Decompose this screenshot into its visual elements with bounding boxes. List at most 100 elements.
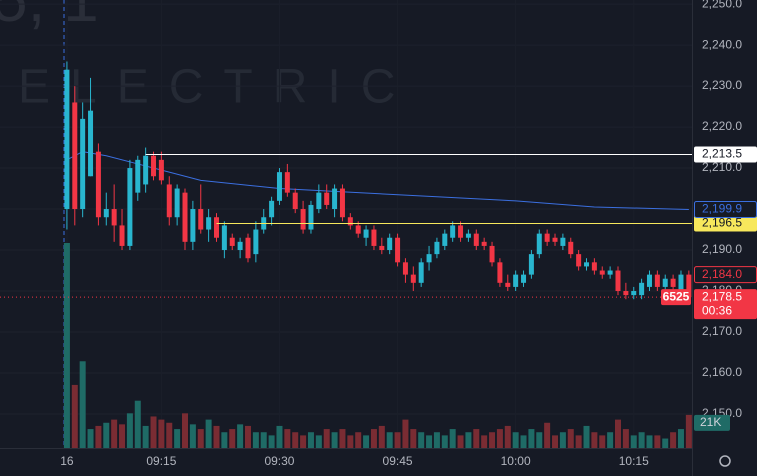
candle-body [95, 151, 101, 218]
trade-size-tag [661, 289, 691, 306]
volume-bar [638, 432, 645, 448]
volume-bar [363, 435, 370, 448]
volume-bar [63, 243, 70, 448]
candle-body [80, 118, 86, 210]
candle-body [607, 270, 613, 275]
volume-bar [292, 432, 299, 448]
volume-tag [694, 414, 730, 431]
candle-body [544, 233, 550, 242]
current-tag [694, 289, 757, 320]
volume-bar [331, 432, 338, 448]
volume-bar [599, 435, 606, 448]
volume-bar [95, 425, 102, 448]
candle-body [347, 217, 353, 226]
volume-bar [378, 425, 385, 448]
x-tick-label: 10:00 [501, 454, 531, 468]
level-tag [694, 215, 757, 232]
x-tick-label: 09:45 [383, 454, 413, 468]
volume-bar [355, 432, 362, 448]
candle-body [536, 233, 542, 255]
vwap-line [66, 151, 689, 210]
x-tick-label: 09:30 [264, 454, 294, 468]
volume-bar [119, 424, 126, 448]
candle-body [497, 262, 503, 283]
volume-bar [591, 432, 598, 448]
candle-body [521, 274, 527, 283]
candle-body [308, 204, 314, 230]
volume-bar [79, 361, 86, 448]
candle-body [528, 254, 534, 275]
volume-bar [654, 435, 661, 448]
candle-body [127, 168, 133, 246]
volume-bar [370, 429, 377, 448]
volume-bar [607, 432, 614, 448]
volume-bar [284, 429, 291, 448]
volume-bar [512, 432, 519, 448]
candle-body [269, 200, 275, 218]
volume-bar [457, 435, 464, 448]
candle-body [450, 225, 456, 238]
candle-body [103, 209, 109, 218]
candle-body [64, 69, 70, 210]
gear[interactable] [719, 455, 731, 467]
x-tick-label: 10:15 [619, 454, 649, 468]
candle-body [568, 241, 574, 255]
watermark-group: 5, 1 ELECTRIC [0, 0, 395, 114]
volume-bar [433, 432, 440, 448]
candle-body [591, 262, 597, 271]
candle-body [387, 237, 393, 251]
candle-body [686, 274, 692, 298]
current-label: 2,178.5 [702, 289, 742, 303]
candle-body [576, 254, 582, 267]
volume-bar [630, 435, 637, 448]
volume-bar [174, 429, 181, 448]
volume-bar [559, 432, 566, 448]
candle-body [481, 241, 487, 246]
candle-body [552, 237, 558, 242]
candle-body [182, 192, 188, 242]
y-tick-label: 2,240.0 [702, 37, 742, 51]
volume-bar [315, 435, 322, 448]
candle-body [324, 192, 330, 205]
countdown: 00:36 [702, 303, 732, 317]
y-tick-label: 2,160.0 [702, 365, 742, 379]
volume-bar [150, 416, 157, 448]
candle-body [119, 225, 125, 246]
volume-bar [670, 432, 677, 448]
y-tick-label: 2,190.0 [702, 242, 742, 256]
volume-bar [386, 432, 393, 448]
x-tick-label: 09:15 [146, 454, 176, 468]
volume-bar [528, 429, 535, 448]
y-tick-label: 2,250.0 [702, 0, 742, 10]
candle-body [670, 278, 676, 287]
volume-bar [418, 432, 425, 448]
candle-body [332, 188, 338, 210]
watermark-top: 5, 1 [0, 0, 99, 35]
candle-body [316, 192, 322, 210]
settings-icon[interactable] [719, 455, 731, 467]
volume-bar [449, 429, 456, 448]
volume-bar [166, 422, 173, 448]
candle-body [371, 229, 377, 246]
candle-body [229, 237, 235, 246]
candle-body [458, 225, 464, 238]
candle-body [426, 254, 432, 263]
candle-body [213, 217, 219, 238]
y-tick-label: 2,230.0 [702, 78, 742, 92]
candle-body [276, 172, 282, 201]
candle-body [410, 274, 416, 283]
candle-body [190, 209, 196, 242]
candle-body [662, 278, 668, 287]
candle-body [135, 159, 141, 193]
volume-bar [87, 429, 94, 448]
y-tick-label: 2,210.0 [702, 160, 742, 174]
volume-bar [229, 429, 236, 448]
level-label: 2,196.5 [702, 216, 742, 230]
volume-bar [536, 432, 543, 448]
candle-body [395, 237, 401, 263]
volume-bar [307, 432, 314, 448]
volume-bar [182, 413, 189, 448]
candle-body [631, 291, 637, 296]
level-tag [694, 146, 757, 163]
volume-bar [441, 435, 448, 448]
